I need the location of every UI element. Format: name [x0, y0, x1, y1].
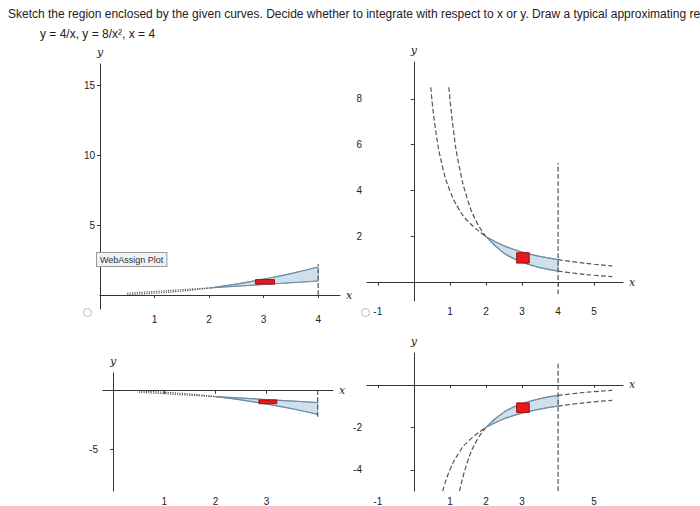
svg-text:x: x: [629, 276, 636, 289]
svg-text:4: 4: [315, 314, 321, 325]
svg-text:8: 8: [356, 93, 362, 104]
html-text:y = 4/x, y = 8/x², x = 4: y = 4/x, y = 8/x², x = 4: [40, 27, 156, 41]
svg-text:x: x: [629, 378, 636, 391]
svg-text:2: 2: [213, 496, 219, 506]
svg-text:3: 3: [519, 306, 525, 317]
svg-text:y: y: [410, 335, 418, 348]
svg-text:y: y: [410, 44, 418, 57]
svg-text:y: y: [109, 355, 117, 368]
svg-text:-1: -1: [373, 306, 382, 317]
svg-text:2: 2: [483, 496, 489, 506]
svg-text:10: 10: [84, 150, 96, 161]
svg-text:15: 15: [84, 80, 96, 91]
svg-text:-1: -1: [373, 496, 382, 506]
svg-text:2: 2: [356, 231, 362, 242]
svg-text:3: 3: [261, 314, 267, 325]
svg-text:y: y: [96, 46, 104, 59]
svg-text:WebAssign Plot: WebAssign Plot: [100, 255, 164, 265]
svg-text:2: 2: [206, 314, 212, 325]
svg-text:5: 5: [591, 496, 597, 506]
svg-text:5: 5: [89, 220, 95, 231]
svg-text:-5: -5: [89, 444, 98, 455]
svg-text:1: 1: [152, 314, 158, 325]
svg-text:x: x: [346, 289, 353, 302]
svg-text:2: 2: [483, 306, 489, 317]
svg-text:4: 4: [356, 185, 362, 196]
svg-text:-2: -2: [353, 422, 362, 433]
svg-text:6: 6: [356, 139, 362, 150]
svg-text:x: x: [339, 384, 346, 397]
svg-text:-4: -4: [353, 464, 362, 475]
svg-text:4: 4: [555, 306, 561, 317]
svg-text:1: 1: [162, 496, 168, 506]
svg-text:1: 1: [447, 306, 453, 317]
svg-text:3: 3: [519, 496, 525, 506]
svg-text:1: 1: [447, 496, 453, 506]
svg-text:3: 3: [264, 496, 270, 506]
svg-text:5: 5: [591, 306, 597, 317]
